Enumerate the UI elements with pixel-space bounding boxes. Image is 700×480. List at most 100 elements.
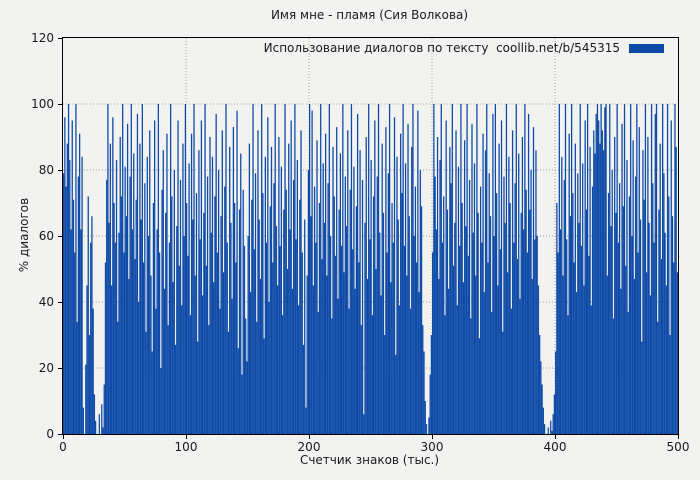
- impulse-bar: [621, 123, 623, 434]
- impulse-bar: [281, 315, 284, 434]
- impulse-bar: [85, 364, 87, 434]
- impulse-bar: [149, 130, 151, 434]
- impulse-bar: [626, 160, 628, 434]
- impulse-bar: [600, 104, 602, 434]
- impulse-bar: [669, 335, 671, 434]
- impulse-bar: [182, 143, 184, 434]
- impulse-bar: [129, 176, 131, 434]
- impulse-bar: [285, 189, 287, 434]
- impulse-bar: [210, 232, 212, 434]
- y-tick-label: 80: [38, 163, 54, 177]
- impulse-bar: [320, 104, 322, 434]
- impulse-bar: [227, 331, 230, 434]
- impulse-bar: [161, 189, 163, 434]
- impulse-bar: [146, 156, 148, 434]
- impulse-bar: [224, 186, 226, 434]
- impulse-bar: [327, 183, 329, 434]
- impulse-bar: [332, 146, 334, 434]
- impulse-bar: [150, 275, 152, 434]
- impulse-bar: [226, 242, 228, 434]
- impulse-bar: [352, 249, 354, 434]
- impulse-bar: [492, 113, 494, 434]
- impulse-bar: [217, 170, 220, 434]
- impulse-bar: [391, 203, 393, 434]
- impulse-bar: [219, 308, 221, 434]
- impulse-bar: [109, 143, 112, 434]
- impulse-bar: [530, 170, 532, 434]
- x-axis-label: Счетчик знаков (тыс.): [299, 453, 440, 467]
- impulse-bar: [573, 262, 575, 434]
- impulse-bar: [551, 430, 553, 434]
- impulse-bar: [569, 216, 572, 434]
- impulse-bar: [238, 209, 241, 434]
- impulse-bar: [417, 110, 419, 434]
- impulse-bar: [356, 113, 359, 434]
- impulse-bar: [130, 104, 132, 434]
- impulse-bar: [241, 374, 243, 434]
- impulse-bar: [229, 146, 231, 434]
- plot-area: [62, 37, 679, 435]
- impulse-bar: [201, 295, 204, 434]
- impulse-bar: [605, 104, 607, 434]
- x-tick-mark: [62, 435, 64, 439]
- impulse-bar: [601, 130, 604, 434]
- impulse-bar: [103, 384, 105, 434]
- impulse-bar: [541, 384, 543, 434]
- impulse-bar: [333, 196, 335, 434]
- x-tick-label: 0: [59, 440, 67, 454]
- impulse-bar: [117, 321, 119, 434]
- impulse-bar: [653, 242, 655, 434]
- impulse-bar: [467, 255, 469, 434]
- impulse-bar: [290, 120, 292, 434]
- impulse-bar: [359, 150, 361, 434]
- impulse-bar: [454, 222, 456, 434]
- impulse-bar: [488, 173, 490, 434]
- impulse-bar: [602, 150, 605, 434]
- impulse-bar: [208, 325, 210, 434]
- impulse-bar: [436, 137, 439, 434]
- impulse-bar: [625, 265, 627, 434]
- impulse-bar: [237, 348, 239, 434]
- impulse-bar: [119, 137, 121, 434]
- impulse-bar: [503, 176, 505, 434]
- impulse-bar: [585, 209, 588, 434]
- impulse-bar: [277, 285, 279, 434]
- impulse-bar: [456, 305, 458, 434]
- impulse-bar: [78, 133, 81, 434]
- impulse-bar: [265, 242, 268, 434]
- impulse-bar: [76, 321, 78, 434]
- y-tick-mark: [58, 367, 62, 369]
- impulse-bar: [440, 104, 442, 434]
- impulse-bar: [523, 229, 525, 434]
- impulse-bar: [461, 203, 463, 434]
- impulse-bar: [107, 104, 109, 434]
- impulse-bar: [617, 242, 620, 434]
- impulse-bar: [184, 104, 187, 434]
- impulse-bar: [520, 212, 522, 434]
- impulse-bar: [668, 196, 670, 434]
- impulse-bar: [497, 285, 499, 434]
- impulse-bar: [525, 189, 527, 434]
- x-tick-label: 400: [543, 440, 567, 454]
- impulse-bar: [639, 219, 642, 434]
- impulse-bar: [413, 236, 415, 434]
- impulse-bar: [123, 252, 125, 434]
- x-tick-mark: [677, 435, 679, 439]
- impulse-bar: [75, 104, 77, 434]
- impulse-bar: [577, 173, 579, 434]
- impulse-bar: [562, 275, 564, 434]
- impulse-bar: [611, 170, 613, 434]
- impulse-bar: [580, 245, 583, 434]
- impulse-bar: [513, 242, 515, 434]
- impulse-bar: [515, 104, 517, 434]
- impulse-bar: [65, 186, 67, 434]
- impulse-bar: [179, 179, 182, 434]
- impulse-bar: [267, 117, 269, 434]
- impulse-bar: [136, 113, 139, 434]
- impulse-bar: [381, 143, 383, 434]
- impulse-bar: [299, 199, 301, 434]
- impulse-bar: [429, 374, 431, 434]
- impulse-bar: [547, 427, 549, 434]
- impulse-bar: [81, 156, 83, 434]
- impulse-bar: [272, 262, 274, 434]
